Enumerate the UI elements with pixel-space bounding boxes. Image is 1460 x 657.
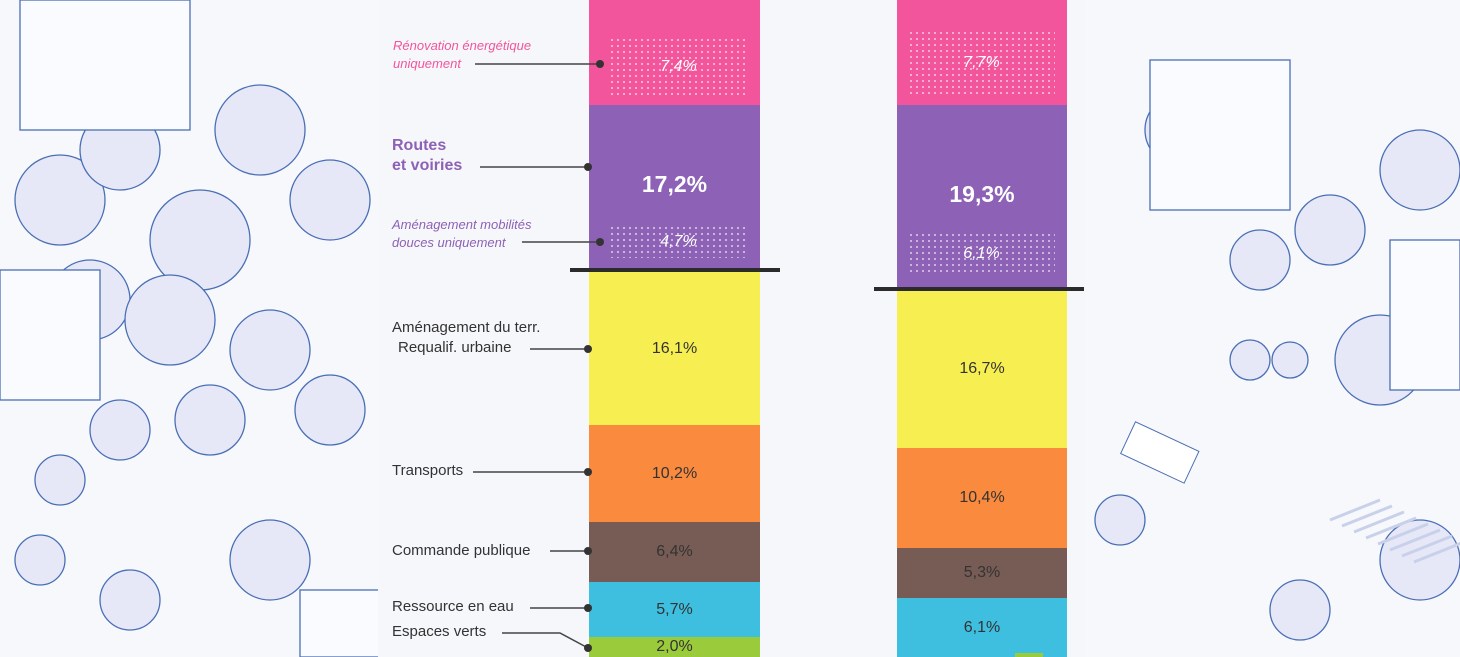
sub-segment-renovation-sub: 7,7% [908,30,1055,95]
bar-separator [570,268,780,272]
crosswalk-stripe [1329,498,1381,522]
label-amenagement: Aménagement du terr. Requalif. urbaine [392,318,540,358]
label-line: Requalif. urbaine [398,339,512,356]
bar-segment-amenagement: 16,7% [897,290,1067,448]
label-routes: Routes et voiries [392,136,462,176]
bar-segment-transports: 10,2% [589,425,760,522]
tree-icon [214,84,306,176]
building-icon [19,0,191,131]
data-label: 5,3% [963,564,1001,581]
label-line: Rénovation énergétique [393,38,532,53]
label-line: douces uniquement [392,235,506,250]
data-label: 16,1% [651,339,698,357]
label-eau: Ressource en eau [392,598,514,615]
sub-segment-mobilites-sub: 4,7% [609,225,748,258]
data-label: 10,2% [651,464,698,482]
tree-icon [14,154,106,246]
tree-icon [1379,129,1460,211]
data-label: 17,2% [641,171,708,197]
sub-segment-mobilites-sub: 6,1% [908,232,1055,275]
data-label: 10,4% [959,489,1005,506]
tree-icon [289,159,371,241]
label-transports: Transports [392,462,464,479]
sub-segment-renovation-sub: 7,4% [609,37,748,97]
tree-icon [1229,229,1291,291]
building-icon [299,589,381,657]
crosswalk-stripe [1413,541,1460,564]
bar-segment-commande: 6,4% [589,522,760,582]
data-label: 2,0% [656,638,693,655]
label-line: uniquement [393,56,461,71]
bar-separator [874,287,1084,291]
data-label: 6,1% [963,618,1001,636]
data-label: 7,7% [963,53,1000,71]
bar-segment-transports: 10,4% [897,448,1067,548]
tree-icon [89,399,151,461]
tree-icon [174,384,246,456]
building-icon [0,269,101,401]
bar-segment-espaces-verts: 2,0% [589,637,760,657]
bar-segment-espaces-verts [1015,653,1043,657]
tree-icon [124,274,216,366]
tree-icon [294,374,366,446]
bar-segment-eau: 6,1% [897,598,1067,657]
label-espaces-verts: Espaces verts [392,623,487,640]
label-renovation: Rénovation énergétique uniquement [393,37,531,73]
data-label: 6,1% [963,244,1000,262]
label-line: et voiries [392,157,463,174]
data-label: 5,7% [656,600,693,618]
crosswalk-stripe [1377,522,1429,546]
tree-icon [34,454,86,506]
crosswalk-stripe [1353,510,1405,534]
tree-icon [99,569,161,631]
crosswalk-stripe [1389,528,1441,552]
building-icon [1149,59,1291,211]
label-commande: Commande publique [392,542,531,559]
building-icon [1389,239,1460,391]
label-line: Routes [392,137,447,154]
data-label: 7,4% [660,58,697,75]
tree-icon [14,534,66,586]
data-label: 19,3% [949,181,1015,207]
tree-icon [1094,494,1146,546]
crosswalk-stripe [1401,534,1453,558]
data-label: 4,7% [660,232,697,250]
label-line: Aménagement du terr. [392,319,541,336]
tree-icon [229,309,311,391]
data-label: 16,7% [959,360,1005,377]
tree-icon [1269,579,1331,641]
data-label: 6,4% [656,543,693,560]
label-mobilites: Aménagement mobilités douces uniquement [392,216,531,252]
bar-segment-commande: 5,3% [897,548,1067,598]
bar-segment-amenagement: 16,1% [589,272,760,425]
bus-icon [1120,421,1200,484]
bar-segment-eau: 5,7% [589,582,760,637]
label-line: Aménagement mobilités [392,217,532,232]
crosswalk-stripe [1365,516,1417,540]
tree-icon [1271,341,1309,379]
tree-icon [1229,339,1271,381]
crosswalk-stripe [1341,504,1393,528]
tree-icon [1294,194,1366,266]
tree-icon [229,519,311,601]
